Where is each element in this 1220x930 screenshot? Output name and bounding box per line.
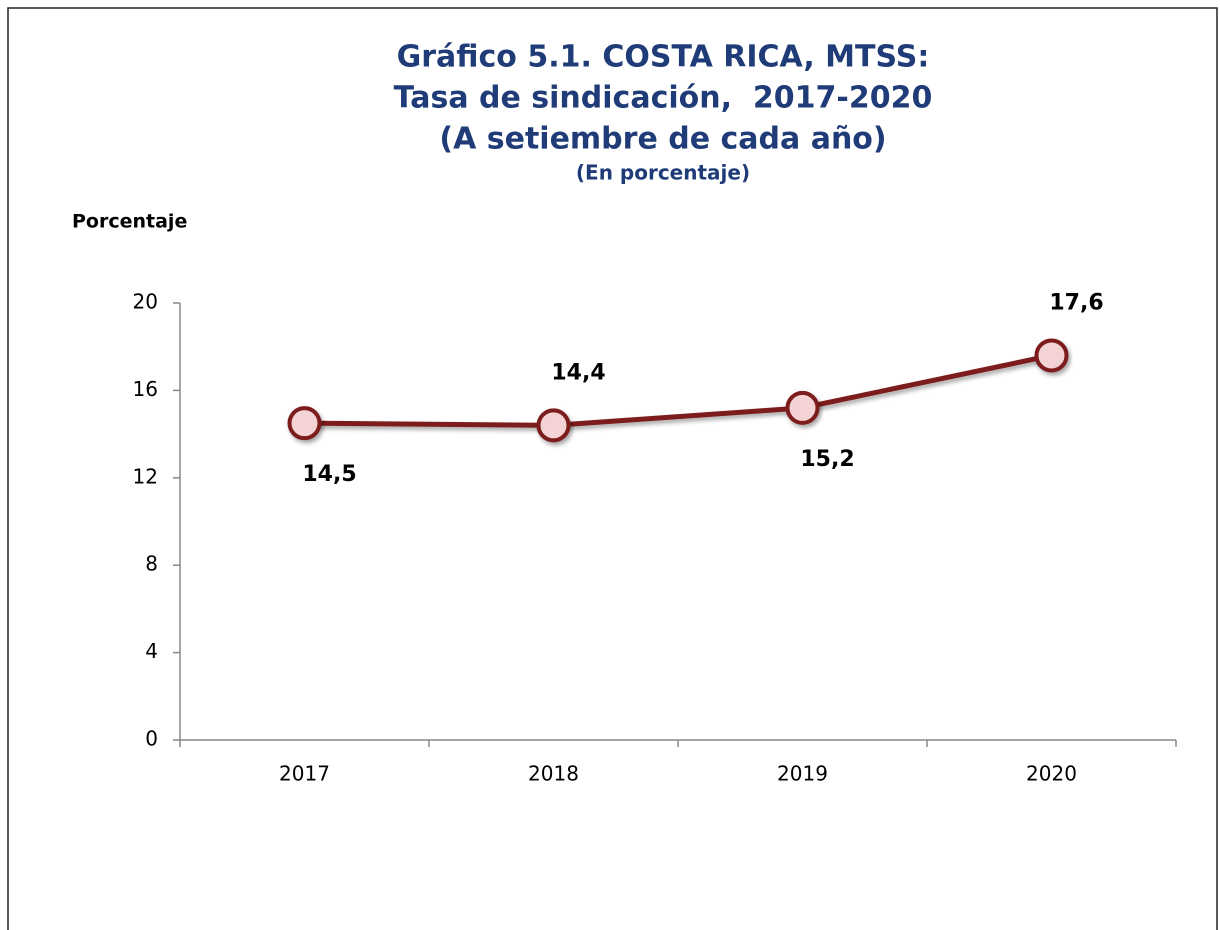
x-tick-label: 2017 — [279, 762, 330, 786]
data-label: 17,6 — [1049, 290, 1103, 315]
marker — [1034, 338, 1069, 373]
marker — [785, 390, 820, 425]
x-tick-label: 2018 — [528, 762, 579, 786]
y-tick-label: 4 — [145, 639, 158, 663]
y-tick-label: 12 — [133, 464, 158, 488]
chart-subtitle: (En porcentaje) — [576, 161, 750, 185]
line — [304, 352, 1053, 428]
data-label: 14,4 — [551, 360, 605, 385]
frame — [7, 7, 1218, 930]
data-label: 14,5 — [302, 462, 356, 487]
marker — [287, 406, 322, 441]
y-tick-label: 8 — [145, 552, 158, 576]
data-label: 15,2 — [800, 447, 854, 472]
chart-title: Gráfico 5.1. COSTA RICA, MTSS: — [397, 40, 930, 75]
marker — [536, 408, 571, 443]
chart-title: Tasa de sindicación, 2017-2020 — [394, 81, 933, 116]
x-tick-label: 2019 — [777, 762, 828, 786]
y-axis-label: Porcentaje — [72, 211, 187, 233]
chart-title: (A setiembre de cada año) — [439, 122, 886, 157]
y-tick-label: 16 — [133, 377, 158, 401]
y-tick-label: 0 — [145, 727, 158, 751]
y-tick-label: 20 — [133, 290, 158, 314]
x-tick-label: 2020 — [1026, 762, 1077, 786]
